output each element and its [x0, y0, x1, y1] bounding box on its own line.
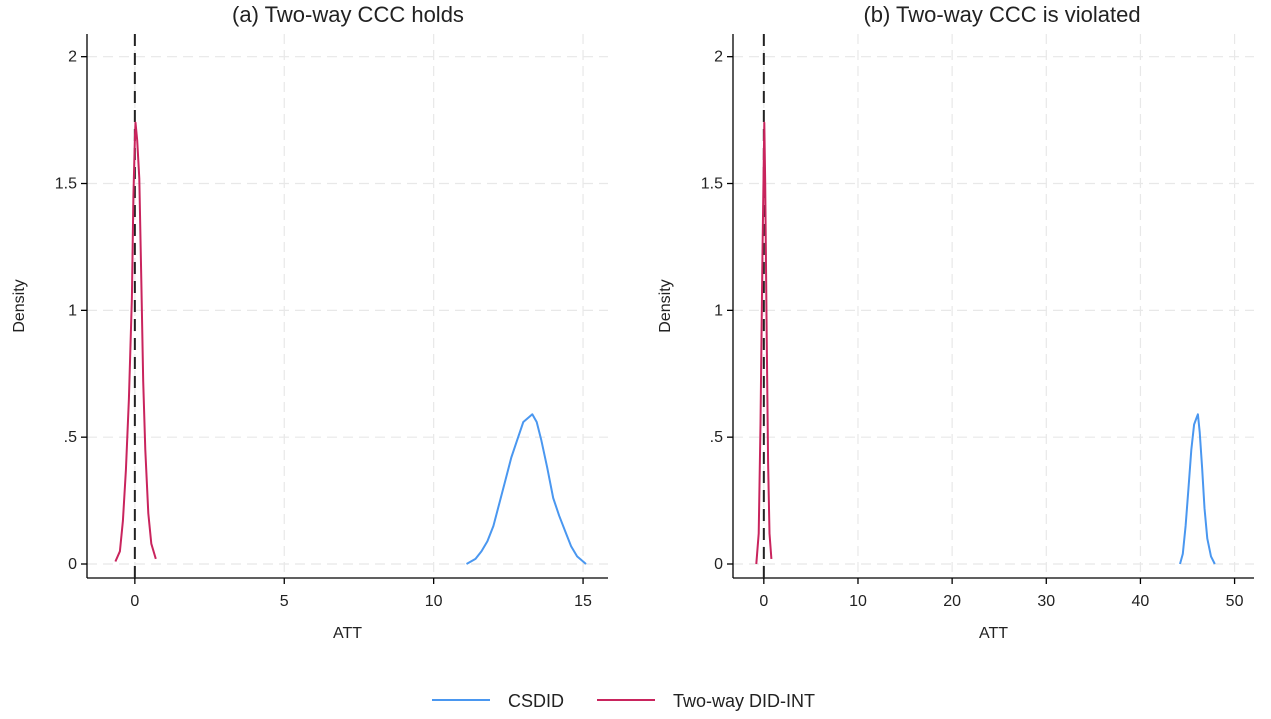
y-tick-label: 2 [68, 49, 77, 66]
chart-title: (b) Two-way CCC is violated [863, 2, 1140, 27]
x-tick-label: 10 [425, 593, 443, 610]
legend: CSDID Two-way DID-INT [432, 691, 815, 711]
y-tick-label: 1 [714, 302, 723, 319]
series-line-two-way-did-int [755, 121, 773, 565]
y-axis-label: Density [657, 279, 674, 332]
y-tick-label: 2 [714, 49, 723, 66]
series-line-csdid [1179, 413, 1216, 565]
x-tick-label: 0 [130, 593, 139, 610]
x-tick-label: 5 [280, 593, 289, 610]
y-tick-label: 0 [68, 556, 77, 573]
y-axis-label: Density [11, 279, 28, 332]
panel-a: (a) Two-way CCC holds 0 .5 1 1.5 2 0 5 10 15 ATT De… [11, 2, 608, 642]
y-tick-label: .5 [710, 429, 723, 446]
y-tick-label: 1.5 [701, 176, 723, 193]
series-line-csdid [466, 413, 587, 565]
y-tick-label: 1.5 [55, 176, 77, 193]
x-tick-label: 0 [759, 593, 768, 610]
x-tick-label: 30 [1037, 593, 1055, 610]
y-tick-label: 1 [68, 302, 77, 319]
chart-title: (a) Two-way CCC holds [232, 2, 464, 27]
legend-label-two-way-did-int: Two-way DID-INT [673, 691, 815, 711]
x-tick-label: 10 [849, 593, 867, 610]
x-axis-label: ATT [333, 625, 362, 642]
series-line-two-way-did-int [114, 121, 157, 562]
x-tick-label: 40 [1132, 593, 1150, 610]
x-tick-label: 50 [1226, 593, 1244, 610]
x-tick-label: 15 [574, 593, 592, 610]
y-tick-label: 0 [714, 556, 723, 573]
x-axis-label: ATT [979, 625, 1008, 642]
x-tick-label: 20 [943, 593, 961, 610]
y-tick-label: .5 [64, 429, 77, 446]
legend-label-csdid: CSDID [508, 691, 564, 711]
